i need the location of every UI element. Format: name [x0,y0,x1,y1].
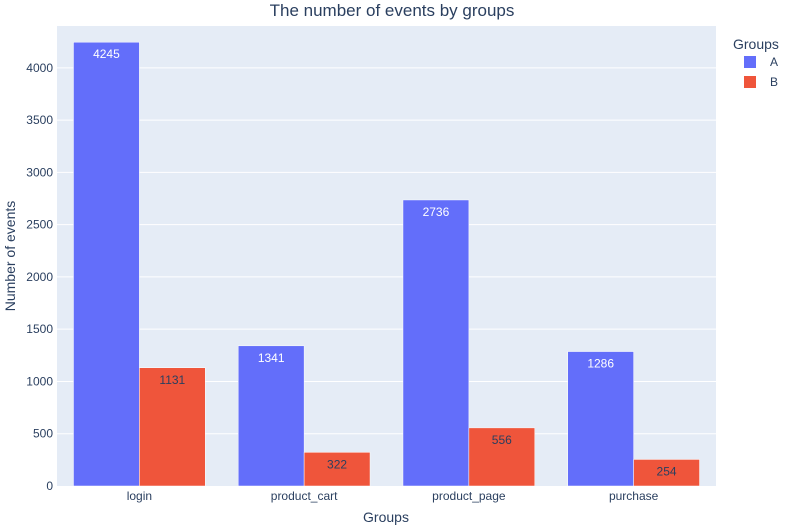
y-tick-label: 1000 [26,374,53,388]
data-label: 2736 [423,205,450,219]
y-tick-label: 2500 [26,218,53,232]
x-tick-label: login [127,489,152,503]
legend-title: Groups [733,36,779,52]
bar-A-purchase [567,351,634,487]
y-tick-labels: 0 500 1000 1500 2000 2500 3000 3500 4000 [26,61,53,493]
bar-B-product_cart [303,452,371,487]
data-label: 1286 [587,357,614,371]
bar-A-product_cart [237,345,305,487]
bar-B-product_page [468,427,536,487]
bar-B-login [139,367,206,487]
bar-B-purchase [633,459,700,487]
x-tick-label: purchase [609,489,659,503]
legend-swatch-A [744,56,756,68]
x-tick-label: product_cart [271,489,338,503]
legend-items: AB [744,55,778,89]
legend-swatch-B [744,76,756,88]
data-label: 4245 [93,47,120,61]
y-tick-label: 3500 [26,113,53,127]
bars: 4245 1131 1341 322 2736 556 1286 254 [73,41,700,487]
legend: Groups AB [733,36,779,89]
data-label: 1131 [159,373,185,387]
data-label: 254 [657,464,677,478]
data-label: 556 [492,433,512,447]
legend-label: A [770,55,778,69]
y-tick-label: 500 [33,427,53,441]
y-tick-label: 4000 [26,61,53,75]
legend-label: B [770,75,778,89]
y-tick-label: 0 [46,479,53,493]
bar-A-product_page [402,199,470,487]
x-axis-title: Groups [363,509,409,525]
x-tick-label: product_page [432,489,506,503]
y-tick-label: 2000 [26,270,53,284]
x-tick-labels: login product_cart product_page purchase [127,489,659,503]
y-axis-title: Number of events [2,201,18,312]
y-tick-label: 3000 [26,165,53,179]
bar-A-login [73,41,140,487]
data-label: 1341 [258,351,285,365]
chart-title: The number of events by groups [270,1,515,20]
data-label: 322 [327,457,347,471]
y-tick-label: 1500 [26,322,53,336]
